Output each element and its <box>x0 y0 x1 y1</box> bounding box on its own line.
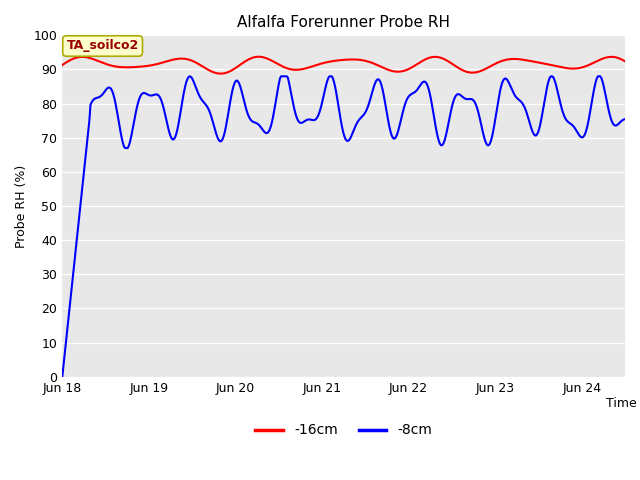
Y-axis label: Probe RH (%): Probe RH (%) <box>15 165 28 248</box>
X-axis label: Time: Time <box>605 397 636 410</box>
Title: Alfalfa Forerunner Probe RH: Alfalfa Forerunner Probe RH <box>237 15 450 30</box>
Text: TA_soilco2: TA_soilco2 <box>67 39 139 52</box>
Legend: -16cm, -8cm: -16cm, -8cm <box>250 418 438 443</box>
